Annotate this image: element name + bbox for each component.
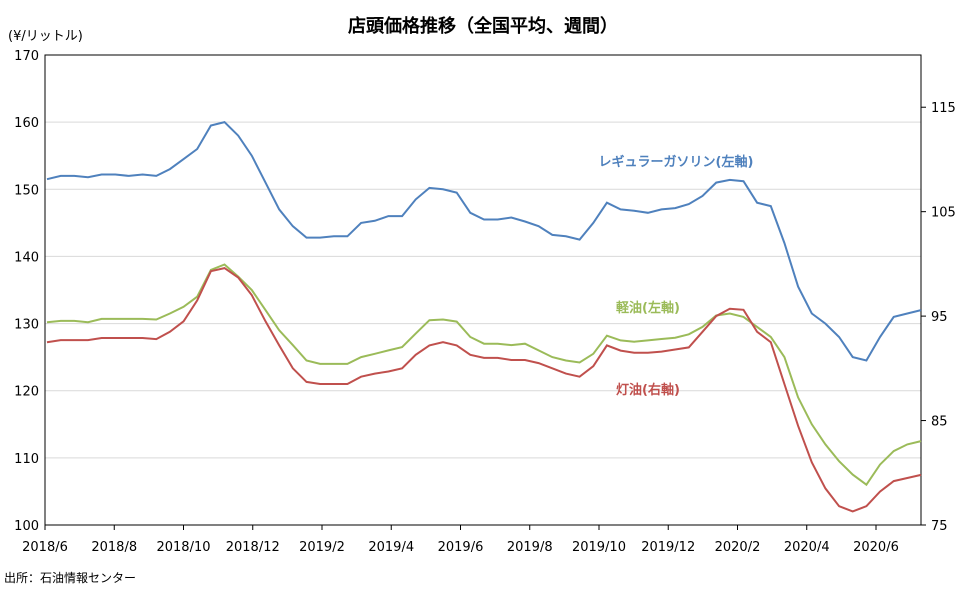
y-left-tick-label: 170 bbox=[14, 49, 39, 64]
label-gasoline: レギュラーガソリン(左軸) bbox=[599, 154, 754, 170]
gridlines bbox=[45, 121, 921, 459]
y-left-tick-label: 120 bbox=[14, 385, 39, 400]
x-tick-label: 2019/6 bbox=[438, 540, 484, 555]
y-left-tick-label: 130 bbox=[14, 318, 39, 333]
y-left-tick-label: 150 bbox=[14, 183, 39, 198]
label-kerosene: 灯油(右軸) bbox=[616, 382, 680, 398]
y-axis-right-ticks: 75 85 95 105 115 bbox=[921, 101, 956, 534]
x-tick-label: 2018/12 bbox=[226, 540, 280, 555]
y-axis-left-unit: (¥/リットル) bbox=[8, 29, 83, 44]
y-left-tick-label: 160 bbox=[14, 116, 39, 131]
y-right-tick-label: 85 bbox=[931, 415, 948, 430]
chart-title: 店頭価格推移（全国平均、週間） bbox=[348, 15, 618, 37]
plot-area-frame bbox=[44, 54, 922, 526]
series-line-diesel bbox=[46, 263, 922, 487]
y-left-tick-label: 100 bbox=[14, 519, 39, 534]
x-tick-label: 2020/2 bbox=[715, 540, 761, 555]
y-left-tick-label: 110 bbox=[14, 452, 39, 467]
series-line-kerosene bbox=[46, 267, 922, 513]
series-line-gasoline bbox=[46, 120, 922, 362]
source-note: 出所：石油情報センター bbox=[4, 571, 136, 585]
x-tick-label: 2019/10 bbox=[572, 540, 626, 555]
x-tick-label: 2018/8 bbox=[91, 540, 137, 555]
y-left-tick-label: 140 bbox=[14, 250, 39, 265]
y-right-tick-label: 95 bbox=[931, 310, 948, 325]
x-tick-label: 2019/2 bbox=[299, 540, 345, 555]
x-tick-label: 2019/12 bbox=[641, 540, 695, 555]
x-tick-label: 2018/10 bbox=[156, 540, 210, 555]
x-axis-ticks: 2018/6 2018/8 2018/10 2018/12 2019/2 2019/4 20… bbox=[22, 525, 899, 555]
x-tick-label: 2019/4 bbox=[368, 540, 414, 555]
x-tick-label: 2020/6 bbox=[853, 540, 899, 555]
y-right-tick-label: 115 bbox=[931, 101, 956, 116]
y-axis-left-ticks: 100 110 120 130 140 150 160 170 bbox=[14, 49, 39, 534]
y-right-tick-label: 105 bbox=[931, 206, 956, 221]
x-tick-label: 2020/4 bbox=[784, 540, 830, 555]
x-tick-label: 2018/6 bbox=[22, 540, 68, 555]
x-tick-label: 2019/8 bbox=[507, 540, 553, 555]
label-diesel: 軽油(左軸) bbox=[616, 300, 680, 316]
y-right-tick-label: 75 bbox=[931, 519, 948, 534]
